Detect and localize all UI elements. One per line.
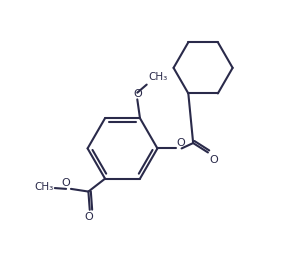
Text: CH₃: CH₃ — [148, 72, 167, 82]
Text: O: O — [85, 212, 94, 222]
Text: O: O — [176, 138, 185, 148]
Text: O: O — [133, 89, 142, 99]
Text: O: O — [62, 178, 70, 188]
Text: CH₃: CH₃ — [34, 182, 54, 192]
Text: O: O — [209, 155, 218, 165]
